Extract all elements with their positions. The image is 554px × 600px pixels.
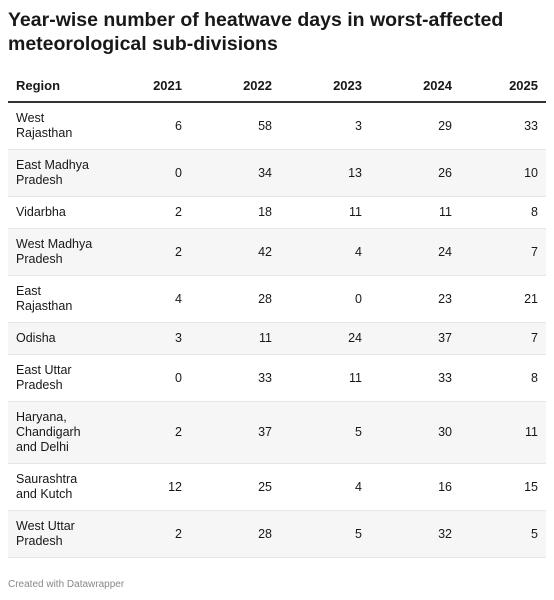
value-cell: 11 [280, 354, 370, 402]
region-cell: Haryana, Chandigarh and Delhi [8, 401, 108, 464]
region-cell: Odisha [8, 322, 108, 355]
column-header: 2021 [108, 70, 190, 103]
value-cell: 0 [108, 149, 190, 197]
value-cell: 7 [460, 322, 546, 355]
value-cell: 3 [108, 322, 190, 355]
value-cell: 34 [190, 149, 280, 197]
value-cell: 58 [190, 102, 280, 150]
value-cell: 21 [460, 275, 546, 323]
value-cell: 0 [280, 275, 370, 323]
region-cell: Vidarbha [8, 196, 108, 229]
table-row: Vidarbha 2 18 11 11 8 [8, 196, 546, 229]
value-cell: 16 [370, 463, 460, 511]
value-cell: 33 [190, 354, 280, 402]
value-cell: 24 [280, 322, 370, 355]
table-row: West Madhya Pradesh 2 42 4 24 7 [8, 228, 546, 276]
value-cell: 6 [108, 102, 190, 150]
value-cell: 28 [190, 275, 280, 323]
value-cell: 11 [370, 196, 460, 229]
table-body: West Rajasthan 6 58 3 29 33 East Madhya Prades… [8, 102, 546, 558]
value-cell: 11 [460, 401, 546, 464]
table-row: West Uttar Pradesh 2 28 5 32 5 [8, 510, 546, 558]
region-cell: East Madhya Pradesh [8, 149, 108, 197]
value-cell: 2 [108, 228, 190, 276]
value-cell: 23 [370, 275, 460, 323]
value-cell: 4 [280, 228, 370, 276]
value-cell: 13 [280, 149, 370, 197]
value-cell: 33 [460, 102, 546, 150]
table-row: Saurashtra and Kutch 12 25 4 16 15 [8, 463, 546, 511]
value-cell: 8 [460, 196, 546, 229]
value-cell: 11 [190, 322, 280, 355]
table-row: West Rajasthan 6 58 3 29 33 [8, 102, 546, 150]
value-cell: 37 [190, 401, 280, 464]
column-header: 2023 [280, 70, 370, 103]
value-cell: 4 [108, 275, 190, 323]
region-cell: West Uttar Pradesh [8, 510, 108, 558]
column-header: Region [8, 70, 108, 103]
table-row: East Uttar Pradesh 0 33 11 33 8 [8, 354, 546, 402]
table-row: Haryana, Chandigarh and Delhi 2 37 5 30 11 [8, 401, 546, 464]
value-cell: 5 [280, 401, 370, 464]
value-cell: 5 [280, 510, 370, 558]
region-cell: East Uttar Pradesh [8, 354, 108, 402]
value-cell: 25 [190, 463, 280, 511]
value-cell: 33 [370, 354, 460, 402]
footer-note: Created with Datawrapper [8, 579, 125, 590]
value-cell: 12 [108, 463, 190, 511]
column-header: 2024 [370, 70, 460, 103]
value-cell: 15 [460, 463, 546, 511]
value-cell: 2 [108, 510, 190, 558]
value-cell: 2 [108, 401, 190, 464]
header-row: Region 2021 2022 2023 2024 2025 [8, 70, 546, 103]
region-cell: Saurashtra and Kutch [8, 463, 108, 511]
value-cell: 3 [280, 102, 370, 150]
value-cell: 5 [460, 510, 546, 558]
region-cell: West Madhya Pradesh [8, 228, 108, 276]
table-row: East Madhya Pradesh 0 34 13 26 10 [8, 149, 546, 197]
value-cell: 8 [460, 354, 546, 402]
column-header: 2022 [190, 70, 280, 103]
value-cell: 26 [370, 149, 460, 197]
value-cell: 28 [190, 510, 280, 558]
value-cell: 18 [190, 196, 280, 229]
table-header: Region 2021 2022 2023 2024 2025 [8, 70, 546, 103]
region-cell: East Rajasthan [8, 275, 108, 323]
title: Year-wise number of heatwave days in wor… [8, 9, 504, 55]
value-cell: 10 [460, 149, 546, 197]
region-cell: West Rajasthan [8, 102, 108, 150]
value-cell: 29 [370, 102, 460, 150]
table-row: East Rajasthan 4 28 0 23 21 [8, 275, 546, 323]
value-cell: 0 [108, 354, 190, 402]
value-cell: 30 [370, 401, 460, 464]
value-cell: 7 [460, 228, 546, 276]
table-row: Odisha 3 11 24 37 7 [8, 322, 546, 355]
value-cell: 4 [280, 463, 370, 511]
value-cell: 32 [370, 510, 460, 558]
value-cell: 11 [280, 196, 370, 229]
value-cell: 42 [190, 228, 280, 276]
value-cell: 2 [108, 196, 190, 229]
data-table: Region 2021 2022 2023 2024 2025 West Rajastha… [8, 70, 546, 558]
column-header: 2025 [460, 70, 546, 103]
value-cell: 24 [370, 228, 460, 276]
value-cell: 37 [370, 322, 460, 355]
